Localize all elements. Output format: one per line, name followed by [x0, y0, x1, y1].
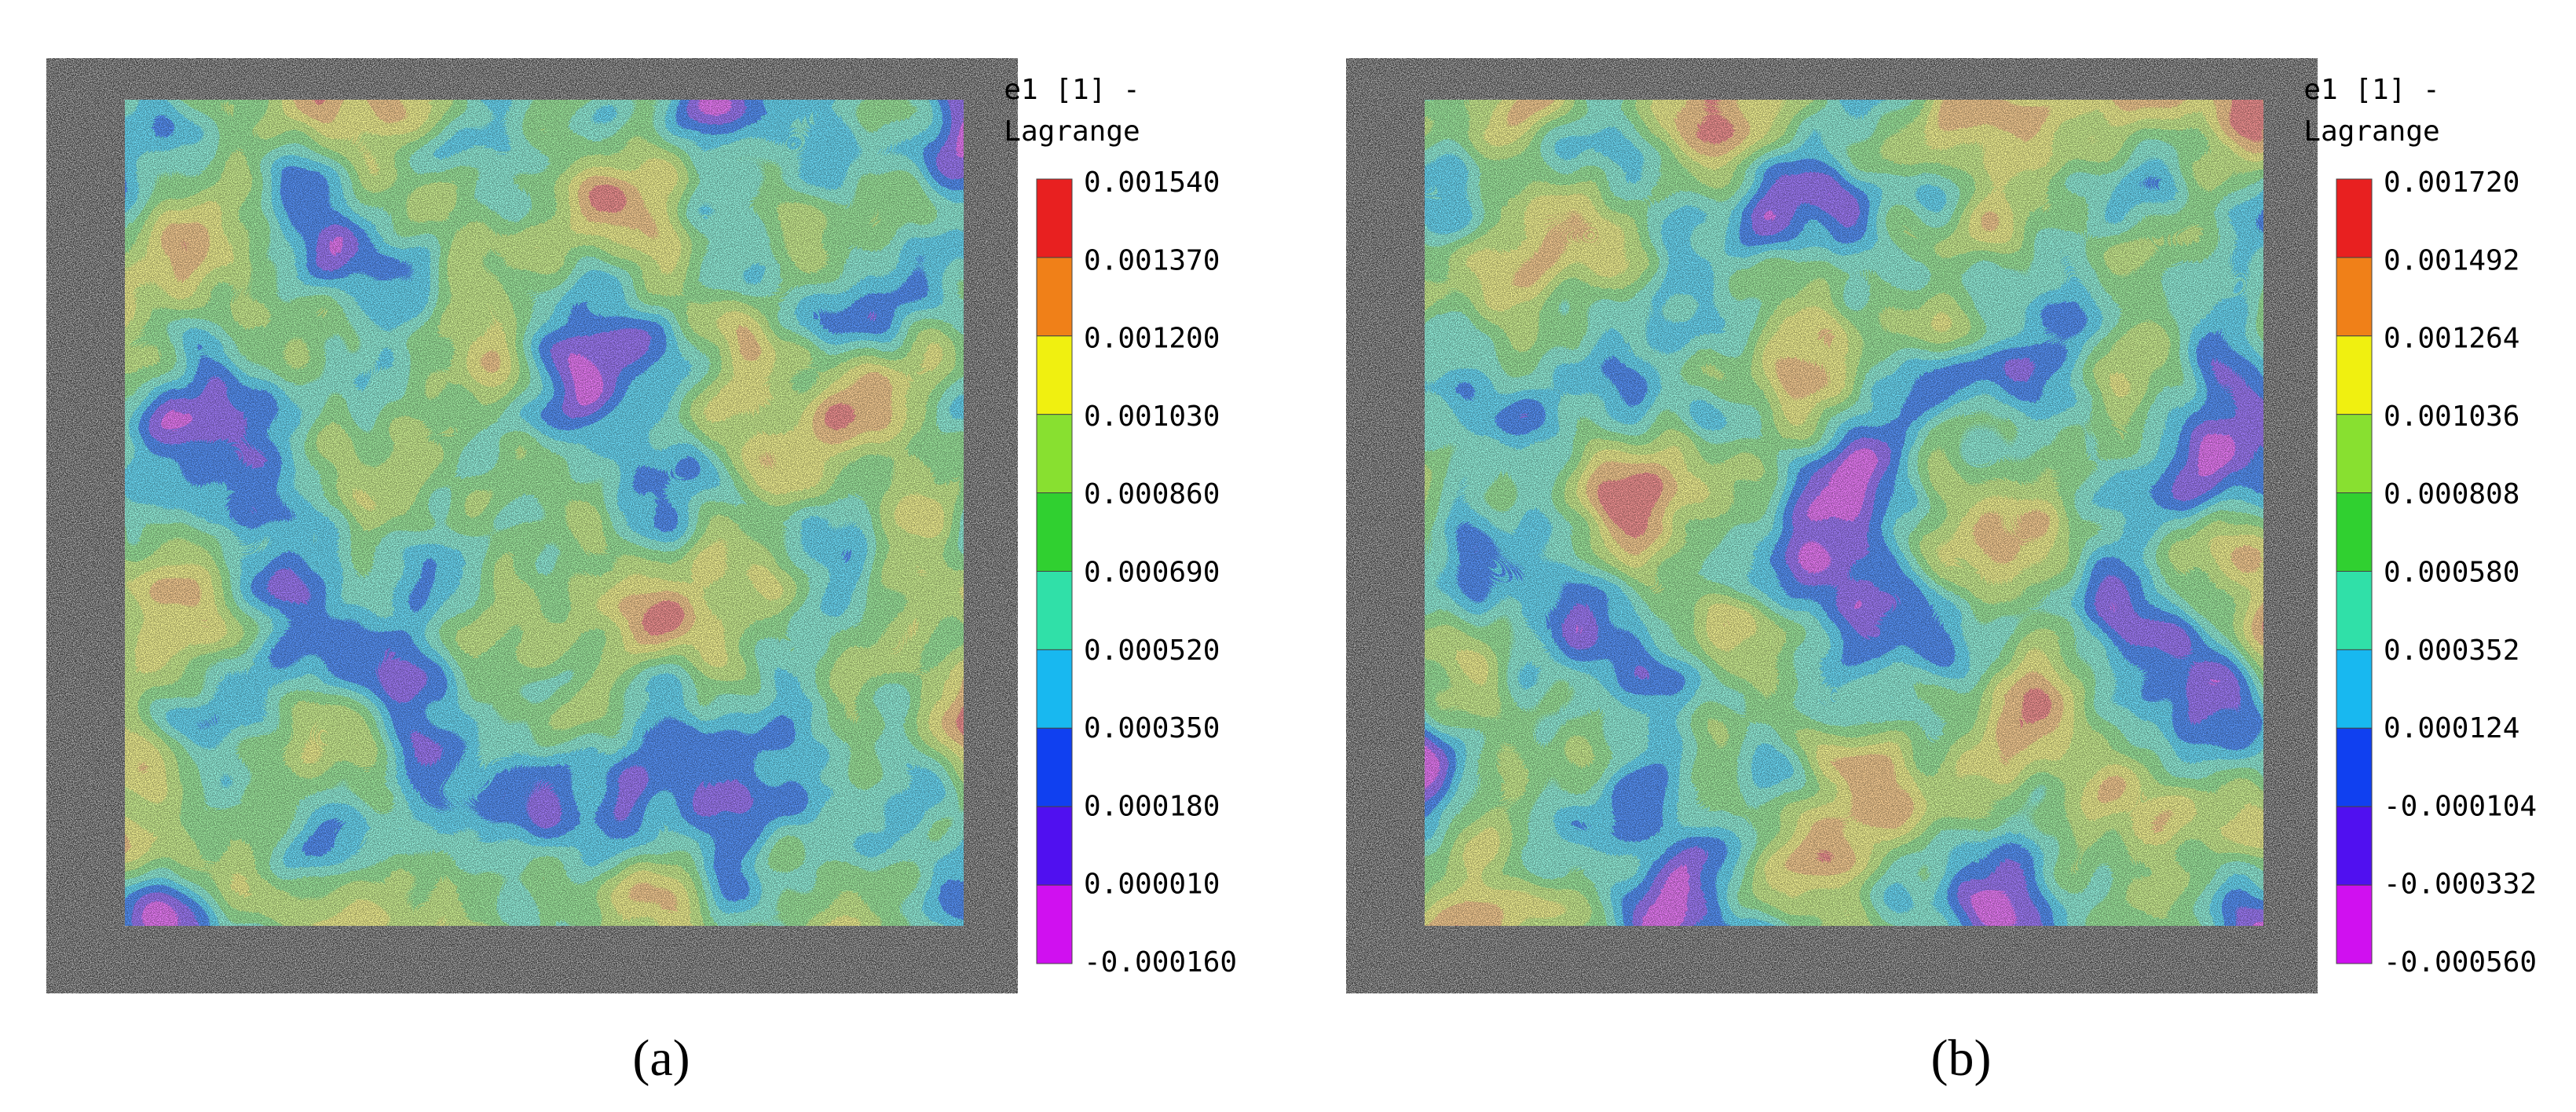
colorbar-tick-label: 0.000860	[1084, 478, 1220, 510]
colorbar-tick-label: 0.000580	[2384, 557, 2519, 589]
colorbar-band	[2336, 414, 2373, 494]
colorbar-tick-label: 0.000690	[1084, 557, 1220, 589]
colorbar-tick-label: 0.000010	[1084, 869, 1220, 901]
colorbar-title: Lagrange	[2303, 115, 2439, 148]
strain-speckle	[125, 100, 964, 926]
colorbar-tick-label: 0.000124	[2384, 712, 2519, 744]
panel-label: (b)	[1931, 1030, 1992, 1087]
colorbar-tick-label: 0.000180	[1084, 790, 1220, 822]
colorbar-band	[1036, 414, 1073, 494]
colorbar-band	[1036, 492, 1073, 572]
colorbar-tick-label: -0.000104	[2384, 790, 2537, 822]
colorbar-tick-label: 0.000520	[1084, 635, 1220, 667]
colorbar-band	[2336, 257, 2373, 337]
colorbar-band	[2336, 727, 2373, 807]
colorbar-band	[1036, 257, 1073, 337]
colorbar-tick-label: -0.000160	[1084, 946, 1237, 978]
colorbar-tick-label: 0.001264	[2384, 323, 2519, 355]
panel-label: (a)	[632, 1030, 690, 1087]
colorbar-band	[1036, 806, 1073, 886]
colorbar-tick-label: 0.001200	[1084, 323, 1220, 355]
colorbar-band	[2336, 492, 2373, 572]
strain-speckle	[1425, 100, 2263, 926]
colorbar-band	[1036, 335, 1073, 415]
colorbar-band	[1036, 727, 1073, 807]
colorbar-title: e1 [1] -	[2303, 74, 2439, 106]
colorbar-band	[1036, 649, 1073, 729]
colorbar-tick-label: 0.000808	[2384, 478, 2519, 510]
colorbar-band	[2336, 335, 2373, 415]
colorbar-title: Lagrange	[1004, 115, 1140, 148]
colorbar-band	[2336, 178, 2373, 258]
colorbar-tick-label: 0.001492	[2384, 244, 2519, 276]
colorbar-tick-label: 0.001030	[1084, 401, 1220, 433]
colorbar-band	[2336, 571, 2373, 650]
colorbar-tick-label: -0.000560	[2384, 946, 2537, 978]
colorbar-tick-label: -0.000332	[2384, 869, 2537, 901]
colorbar-title: e1 [1] -	[1004, 74, 1140, 106]
colorbar-tick-label: 0.000350	[1084, 712, 1220, 744]
colorbar-tick-label: 0.001370	[1084, 244, 1220, 276]
colorbar-band	[1036, 178, 1073, 258]
colorbar-band	[1036, 884, 1073, 964]
colorbar-band	[2336, 884, 2373, 964]
colorbar-band	[2336, 806, 2373, 886]
colorbar-band	[1036, 571, 1073, 650]
colorbar-tick-label: 0.001540	[1084, 166, 1220, 199]
colorbar-tick-label: 0.001720	[2384, 166, 2519, 199]
colorbar-band	[2336, 649, 2373, 729]
colorbar-tick-label: 0.000352	[2384, 635, 2519, 667]
colorbar-tick-label: 0.001036	[2384, 401, 2519, 433]
